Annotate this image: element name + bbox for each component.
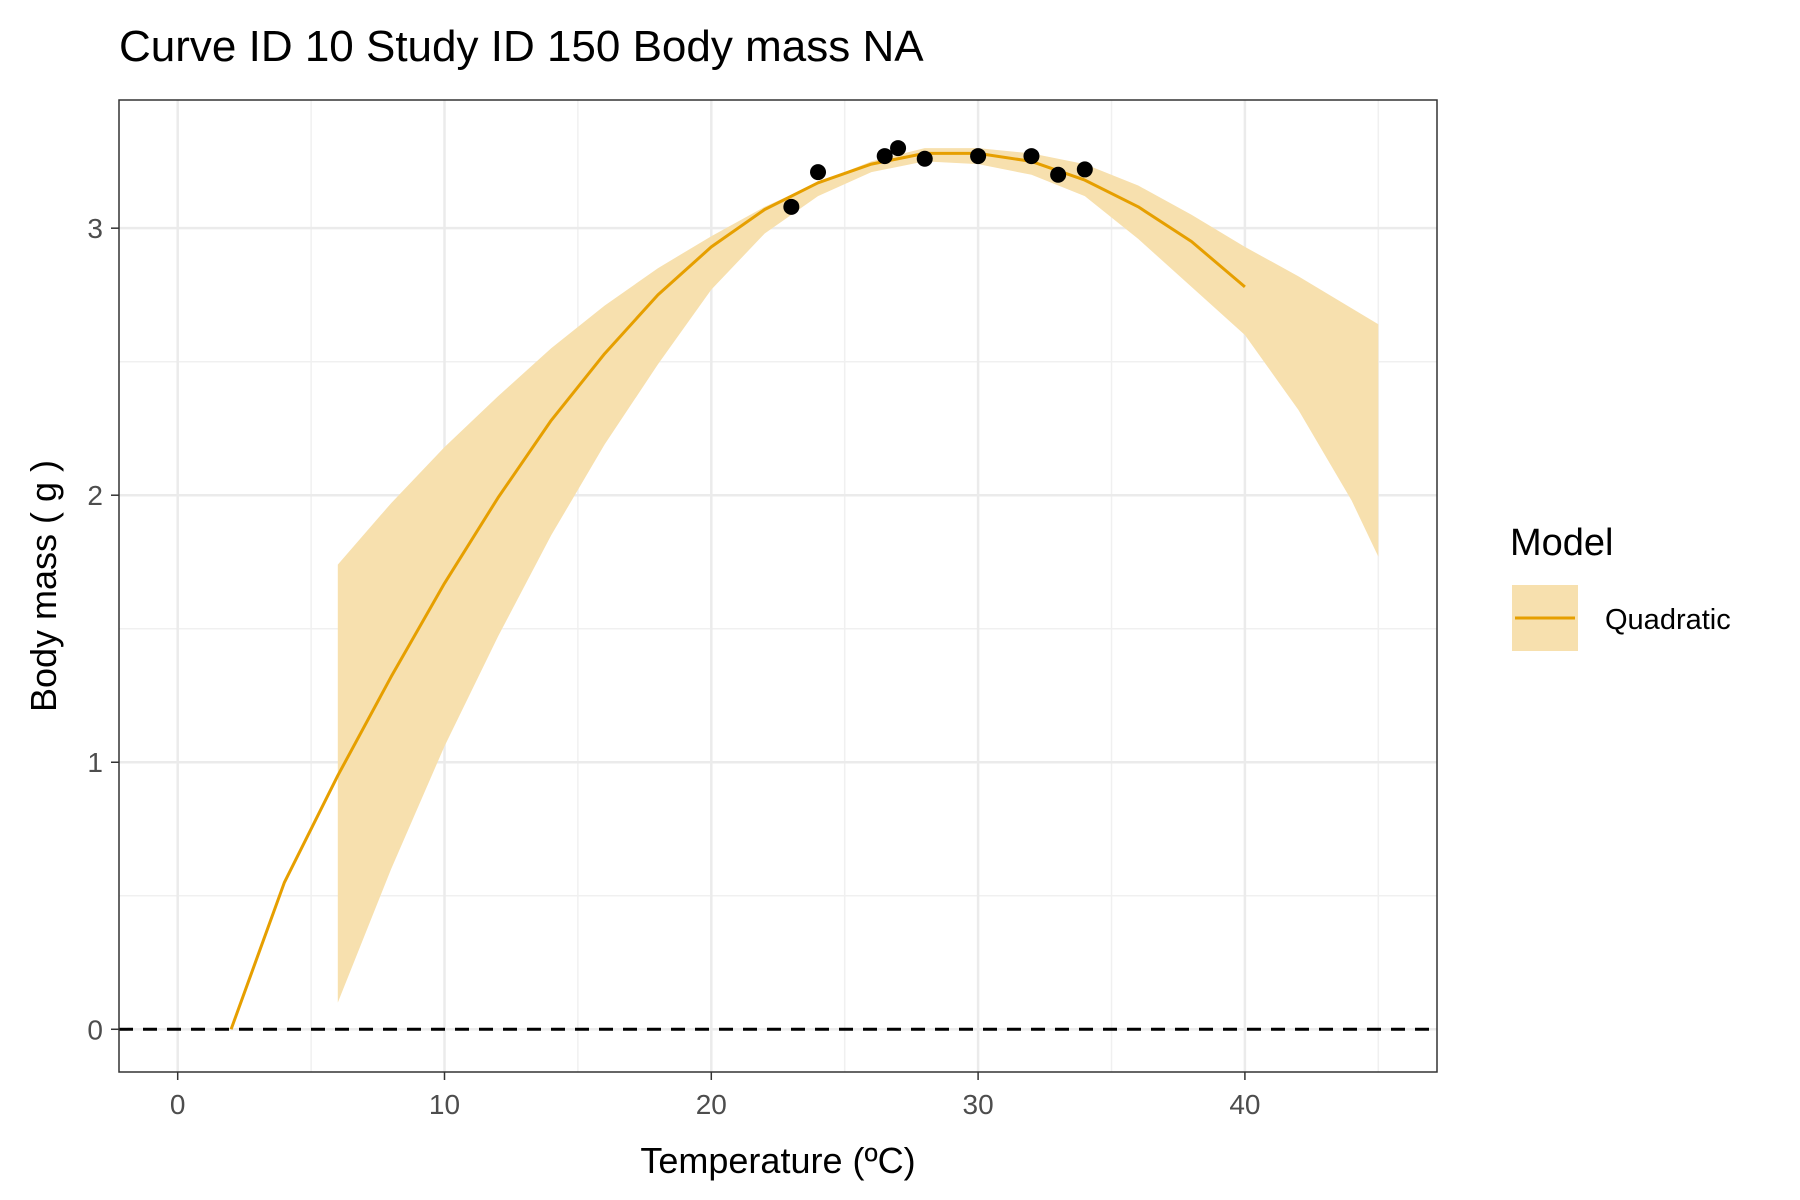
plot-panel-border (118, 99, 1438, 1073)
model-line-layer (229, 151, 1246, 1030)
data-point (1076, 161, 1093, 178)
data-point (1023, 148, 1040, 165)
y-tick-label: 2 (87, 480, 103, 511)
x-tick-label: 20 (696, 1089, 727, 1120)
data-point (970, 148, 987, 165)
data-points-layer (783, 140, 1093, 215)
x-tick-label: 0 (170, 1089, 186, 1120)
data-point (876, 148, 893, 165)
data-point (1050, 166, 1067, 183)
x-tick-label: 30 (963, 1089, 994, 1120)
y-tick-label: 0 (87, 1014, 103, 1045)
x-tick-label: 10 (429, 1089, 460, 1120)
x-axis-title: Temperature (ºC) (640, 1140, 915, 1181)
y-tick-label: 1 (87, 747, 103, 778)
series-line-quadratic (229, 151, 1246, 1030)
data-point (890, 140, 907, 157)
legend: Model Quadratic (1510, 522, 1731, 651)
legend-label-quadratic: Quadratic (1605, 604, 1731, 636)
y-axis-ticks: 0 1 2 3 (87, 213, 119, 1045)
y-tick-label: 3 (87, 213, 103, 244)
y-axis-title: Body mass ( g ) (23, 460, 64, 712)
legend-title: Model (1510, 522, 1614, 564)
data-point (810, 164, 827, 181)
data-point (916, 150, 933, 167)
chart-title: Curve ID 10 Study ID 150 Body mass NA (119, 22, 924, 71)
data-point (783, 198, 800, 215)
x-axis-ticks: 0 10 20 30 40 (170, 1072, 1260, 1120)
x-tick-label: 40 (1229, 1089, 1260, 1120)
grid-minor (119, 100, 1437, 1072)
